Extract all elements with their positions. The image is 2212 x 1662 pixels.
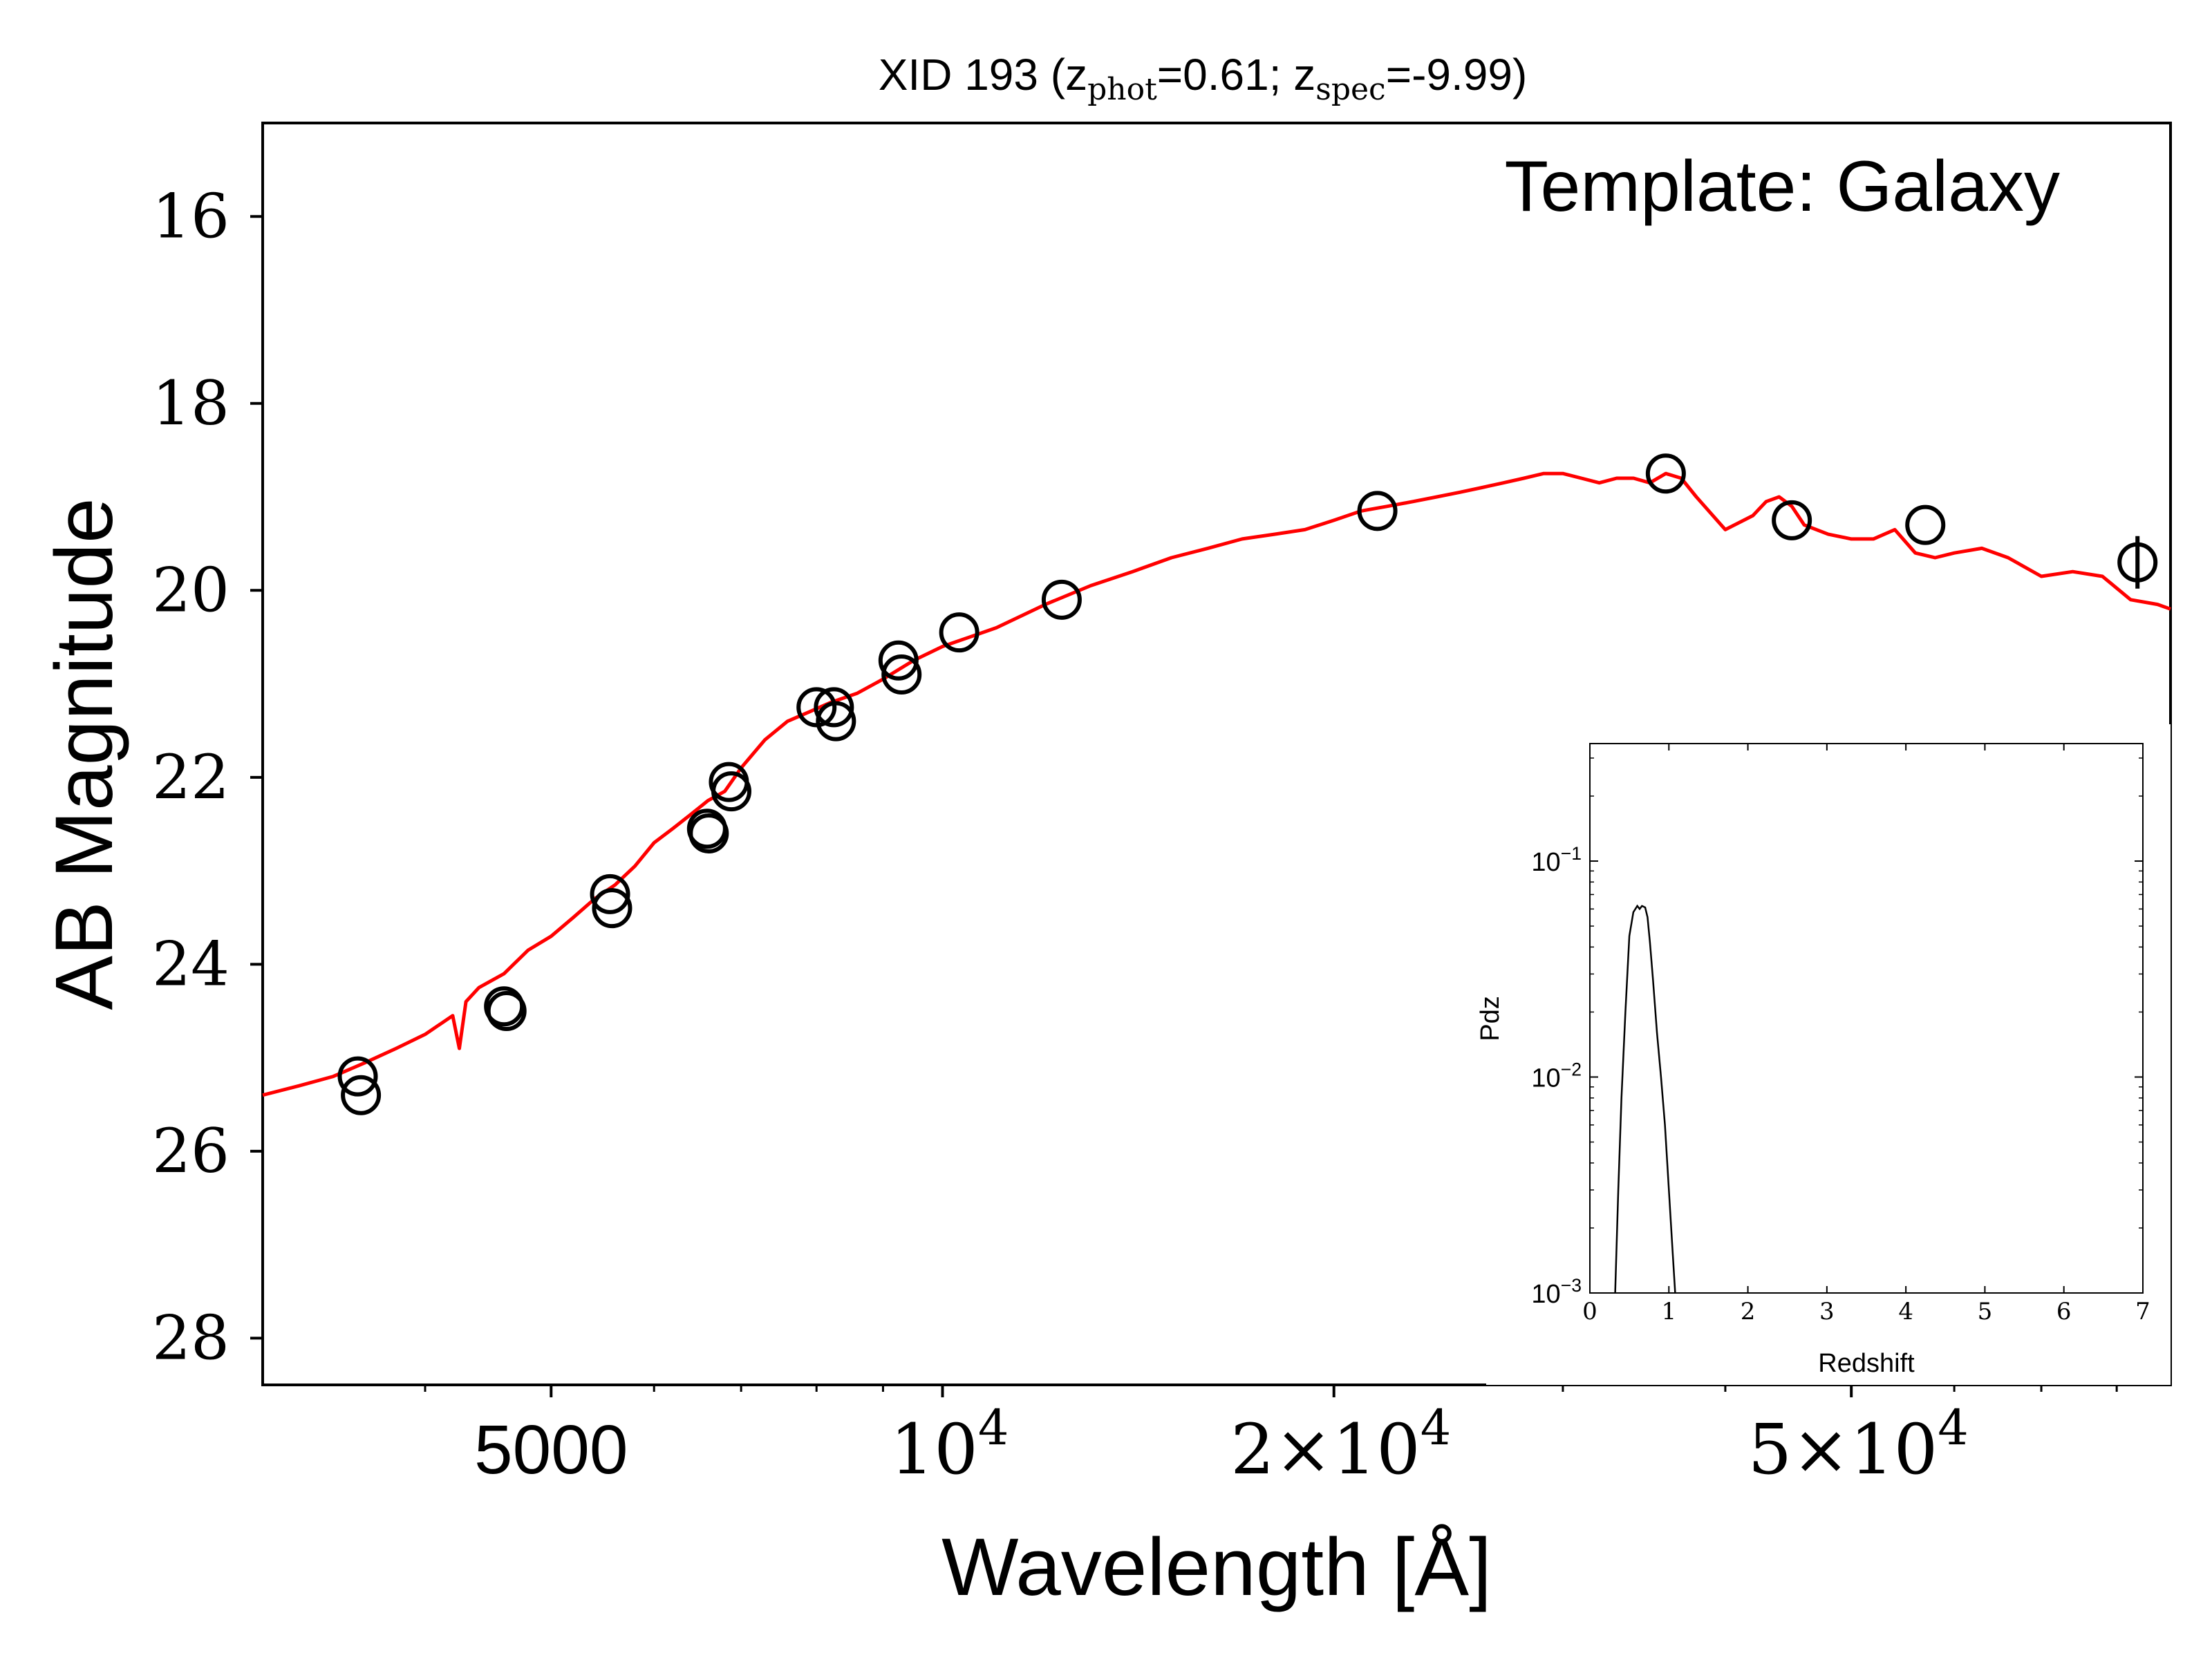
photometry-point bbox=[711, 771, 752, 812]
chart-title: XID 193 (zphot=0.61; zspec=-9.99) bbox=[879, 50, 1528, 107]
inset-y-tick-label-base: 10 bbox=[1531, 1280, 1560, 1309]
x-tick-label-exp: 4 bbox=[978, 1399, 1009, 1456]
photometry-point bbox=[1772, 500, 1812, 540]
title-sub-spec: spec bbox=[1315, 72, 1385, 107]
x-tick-label-base: 10 bbox=[890, 1409, 978, 1490]
photometry-point bbox=[1645, 453, 1686, 494]
photometry-point bbox=[592, 888, 632, 929]
inset-axis-ticks: 0 1 2 3 4 5 6 710−110−210−3 bbox=[1531, 744, 2150, 1325]
x-tick-label: 5000 bbox=[474, 1411, 628, 1489]
pdz-line bbox=[1614, 904, 1676, 1294]
inset-plot-frame bbox=[1589, 743, 2144, 1294]
photometry-point bbox=[1357, 491, 1398, 531]
photometry-point bbox=[688, 813, 729, 853]
template-spectrum bbox=[262, 471, 2171, 1097]
photometry-point bbox=[337, 1056, 378, 1097]
photometry-point bbox=[816, 701, 856, 742]
inset-x-tick-label: 0 bbox=[1582, 1298, 1597, 1325]
y-tick-label: 16 bbox=[152, 180, 229, 252]
title-suffix: =-9.99) bbox=[1386, 50, 1528, 100]
photometry-point bbox=[878, 640, 919, 681]
photometry-point bbox=[1041, 579, 1082, 620]
y-tick-label: 18 bbox=[152, 368, 229, 439]
y-tick-label: 20 bbox=[152, 554, 229, 625]
inset-y-tick-label: 10−2 bbox=[1531, 1059, 1582, 1093]
inset-y-tick-label-base: 10 bbox=[1531, 848, 1560, 877]
y-tick-labels: 16 18 20 22 24 26 28 bbox=[152, 180, 229, 1373]
photometry-points bbox=[337, 453, 2158, 1115]
inset-y-tick-label: 10−1 bbox=[1531, 843, 1582, 877]
y-axis-label: AB Magnitude bbox=[39, 498, 130, 1010]
x-tick-label: 2×104 bbox=[1230, 1399, 1451, 1490]
inset-x-tick-label: 2 bbox=[1741, 1298, 1756, 1325]
inset-y-axis-label: Pdz bbox=[1476, 996, 1505, 1041]
x-axis-label: Wavelength [Å] bbox=[941, 1522, 1492, 1613]
photometry-point bbox=[881, 654, 922, 695]
template-spectrum-line bbox=[262, 471, 2171, 1097]
x-tick-labels: 5000 104 2×104 5×104 bbox=[474, 1399, 1969, 1490]
photometry-point bbox=[1905, 504, 1946, 545]
inset-x-tick-label: 3 bbox=[1819, 1298, 1835, 1325]
photometry-point bbox=[486, 990, 527, 1031]
title-mid: =0.61; z bbox=[1157, 50, 1316, 100]
y-tick-label: 22 bbox=[152, 742, 229, 813]
inset-y-tick-label-exp: −2 bbox=[1561, 1059, 1582, 1080]
y-tick-label: 26 bbox=[152, 1115, 229, 1187]
photometry-point bbox=[590, 874, 630, 914]
inset-x-tick-label: 7 bbox=[2135, 1298, 2150, 1325]
inset-x-tick-label: 5 bbox=[1978, 1298, 1993, 1325]
photometry-point bbox=[814, 687, 854, 728]
inset-x-tick-label: 6 bbox=[2056, 1298, 2072, 1325]
inset-y-tick-label-base: 10 bbox=[1531, 1064, 1560, 1093]
y-tick-label: 24 bbox=[152, 928, 229, 999]
photometry-point bbox=[341, 1075, 382, 1115]
main-axis-ticks bbox=[250, 215, 2118, 1397]
title-prefix: XID 193 (z bbox=[879, 50, 1087, 100]
template-annotation: Template: Galaxy bbox=[1505, 147, 2060, 227]
x-tick-label: 104 bbox=[890, 1399, 1009, 1490]
inset-y-tick-label: 10−3 bbox=[1531, 1275, 1582, 1309]
inset-backdrop bbox=[1486, 724, 2171, 1385]
x-tick-label-base: 2×10 bbox=[1230, 1409, 1421, 1490]
inset-y-tick-label-exp: −3 bbox=[1561, 1275, 1582, 1296]
photometry-point bbox=[939, 612, 980, 653]
inset-y-tick-label-exp: −1 bbox=[1561, 843, 1582, 864]
title-sub-phot: phot bbox=[1087, 72, 1157, 107]
y-tick-label: 28 bbox=[152, 1302, 229, 1373]
x-tick-label-exp: 4 bbox=[1938, 1399, 1969, 1456]
inset-x-tick-label: 4 bbox=[1898, 1298, 1913, 1325]
inset-x-tick-label: 1 bbox=[1661, 1298, 1676, 1325]
inset-x-axis-label: Redshift bbox=[1818, 1349, 1915, 1378]
x-tick-label: 5×104 bbox=[1748, 1399, 1969, 1490]
x-tick-label-exp: 4 bbox=[1421, 1399, 1452, 1456]
pdz-curve bbox=[1614, 904, 1676, 1294]
x-tick-label-base: 5×10 bbox=[1748, 1409, 1938, 1490]
